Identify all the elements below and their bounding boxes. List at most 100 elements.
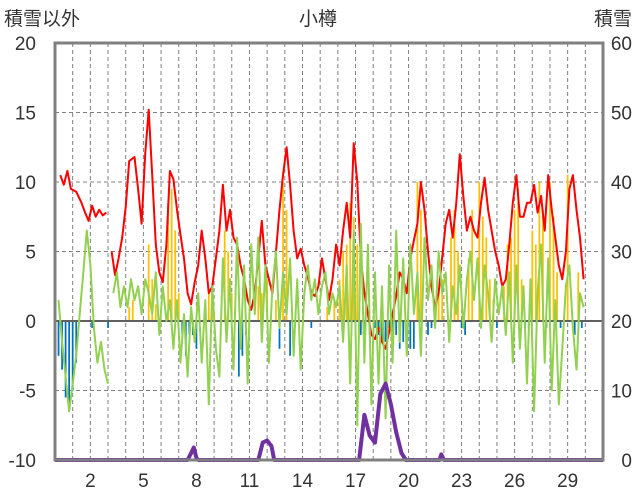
precip-bar-positive (467, 258, 470, 321)
right-tick-label: 40 (611, 173, 632, 194)
precip-bar-negative (68, 321, 71, 412)
left-tick-label: 20 (15, 34, 36, 55)
precip-bar-positive (538, 182, 541, 321)
snow_depth-line (55, 381, 603, 462)
precip-bar-negative (71, 321, 74, 391)
x-tick-label: 17 (345, 471, 366, 492)
precip-bar-negative (430, 321, 433, 328)
precip-bar-positive (275, 300, 277, 321)
precip-bar-positive (416, 182, 419, 321)
precip-bar-positive (128, 307, 131, 321)
precip-bar-negative (496, 321, 498, 328)
precip-bar-positive (223, 230, 226, 321)
precip-bar-positive (326, 307, 329, 321)
precip-bar-positive (147, 244, 150, 321)
precip-bar-positive (257, 286, 260, 321)
x-tick-label: 23 (451, 471, 472, 492)
right-axis-ticks: 60 50 40 30 20 10 0 (611, 34, 632, 472)
x-tick-label: 14 (292, 471, 314, 492)
precip-bar-positive (534, 244, 537, 321)
precip-bar-negative (388, 321, 390, 328)
right-tick-label: 60 (611, 34, 632, 55)
precip-bar-positive (513, 209, 516, 321)
precip-bar-positive (342, 251, 345, 321)
precip-bar-negative (278, 321, 281, 349)
precip-bar-negative (580, 321, 583, 328)
right-tick-label: 30 (611, 243, 632, 264)
wind-line (57, 222, 585, 427)
precip-bar-positive (420, 209, 422, 321)
precip-bar-positive (151, 279, 154, 321)
precip-bar-positive (170, 188, 173, 321)
x-tick-label: 29 (557, 471, 578, 492)
right-tick-label: 0 (621, 451, 632, 472)
left-axis-ticks: 20 15 10 5 0 -5 -10 (9, 34, 36, 472)
precip-bar-positive (260, 293, 263, 321)
precip-bar-positive (207, 293, 210, 321)
precip-bar-negative (359, 321, 362, 335)
left-tick-label: 0 (25, 312, 36, 333)
precip-bar-negative (91, 321, 94, 328)
plot-frame (53, 41, 605, 462)
precip-bar-positive (453, 209, 456, 321)
precip-bar-negative (241, 321, 244, 356)
precip-bar-positive (542, 209, 544, 321)
precip-bar-positive (356, 244, 359, 321)
precip-bar-positive (154, 304, 157, 321)
left-tick-label: 15 (15, 104, 36, 125)
precip-bar-positive (131, 300, 134, 321)
x-tick-label: 2 (85, 471, 96, 492)
precip-bar-positive (174, 230, 177, 321)
temperature-line (59, 108, 585, 350)
precip-bar-negative (310, 321, 313, 328)
plot-border (53, 41, 605, 462)
right-tick-label: 20 (611, 312, 632, 333)
x-tick-label: 8 (191, 471, 202, 492)
precip-bar-positive (227, 251, 230, 321)
precip-bar-positive (285, 209, 288, 321)
precip-bar-negative (412, 321, 415, 349)
precip-bar-positive (520, 279, 523, 321)
precip-bar-negative (75, 321, 78, 363)
left-tick-label: 10 (15, 173, 36, 194)
precip-bar-negative (374, 321, 376, 328)
precip-bar-negative (64, 321, 67, 398)
precip-bar-negative (384, 321, 387, 342)
precip-bar-positive (481, 216, 484, 321)
precip-bar-negative (573, 321, 576, 335)
precip-bar-positive (349, 202, 352, 321)
left-tick-label: 5 (25, 243, 36, 264)
x-tick-label: 5 (138, 471, 149, 492)
chart-title: 小樽 (299, 8, 337, 30)
precip-bar-negative (381, 321, 383, 342)
x-tick-label: 26 (504, 471, 525, 492)
precip-bar-positive (531, 230, 534, 321)
precip-bar-positive (167, 202, 170, 321)
precip-bar-positive (488, 279, 491, 321)
left-tick-label: -10 (9, 451, 36, 472)
left-axis-title: 積雪以外 (4, 8, 80, 30)
precip-bar-positive (478, 182, 481, 321)
precip-bar-positive (552, 216, 555, 321)
precip-bar-positive (556, 272, 558, 321)
precip-bar-positive (549, 182, 551, 321)
precip-bar-positive (506, 244, 509, 321)
precip-bar-positive (577, 272, 580, 321)
right-tick-label: 10 (611, 382, 632, 403)
precip-bar-negative (402, 321, 405, 342)
right-tick-label: 50 (611, 104, 632, 125)
x-tick-label: 11 (240, 471, 260, 492)
precip-bar-positive (437, 293, 440, 321)
x-tick-label: 20 (398, 471, 419, 492)
precip-bar-negative (107, 321, 109, 328)
precip-bar-negative (464, 321, 466, 335)
right-axis-title: 積雪 (594, 8, 632, 30)
precip-bar-negative (237, 321, 240, 377)
grid-lines (55, 43, 603, 460)
precip-bar-positive (566, 175, 569, 321)
precip-bar-negative (195, 321, 198, 349)
precip-bar-negative (395, 321, 398, 335)
precip-bar-positive (177, 293, 180, 321)
precip-bar-positive (282, 182, 284, 321)
